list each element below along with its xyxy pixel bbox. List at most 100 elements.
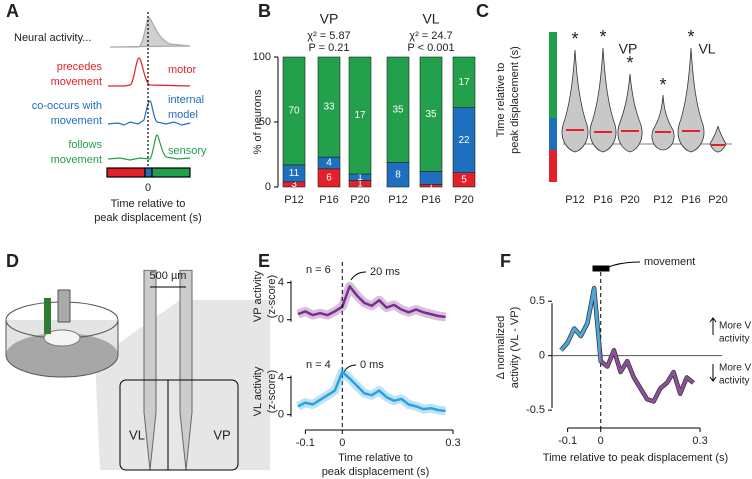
stim-bar — [106, 167, 146, 178]
arrow — [343, 364, 357, 373]
line-band — [296, 281, 447, 322]
medians — [566, 129, 725, 146]
y-axis-label: peak displacement (s) — [509, 46, 521, 154]
violin — [589, 47, 617, 153]
count-label: 3 — [291, 179, 297, 190]
bar-segment — [317, 56, 341, 158]
label: 20 ms — [370, 266, 400, 278]
x-tick-label: P12 — [388, 194, 408, 206]
x-tick-label: 0.3 — [445, 437, 460, 449]
violin — [651, 94, 675, 151]
y-axis-label: % of neurons — [252, 89, 264, 154]
label: VL — [129, 427, 145, 442]
bar-segment — [348, 56, 372, 175]
stim-bar — [151, 167, 191, 178]
line-outline — [559, 285, 695, 404]
count-label: 4 — [326, 158, 332, 169]
label: movement — [51, 154, 102, 166]
violin — [677, 47, 705, 153]
panel-label: B — [258, 1, 271, 21]
count-label: 6 — [326, 173, 332, 184]
y-tick-label: 0.5 — [530, 295, 545, 307]
motor-trace — [108, 57, 191, 87]
panel-label: E — [258, 251, 270, 271]
arrow — [605, 261, 641, 269]
count-label: 1 — [357, 172, 363, 183]
x-tick-label: P12 — [653, 194, 673, 206]
y-tick-label: 0 — [539, 350, 545, 362]
count-label: 35 — [392, 104, 404, 115]
arrows — [343, 261, 717, 382]
x-tick-label: -0.1 — [558, 435, 577, 447]
bar-segment — [282, 56, 306, 166]
line — [559, 286, 695, 403]
label: movement — [644, 256, 695, 268]
arrow — [350, 271, 367, 281]
internal-trace — [107, 100, 191, 126]
label: n = 6 — [306, 264, 331, 276]
stim-bar — [144, 167, 153, 178]
label: movement — [51, 76, 102, 88]
x-tick-label: P20 — [454, 194, 474, 206]
significance: * — [626, 53, 633, 73]
y-tick-label: 0 — [265, 181, 271, 193]
y-axis-label: VP activity — [252, 270, 264, 322]
violin — [709, 125, 727, 153]
region-box — [119, 379, 239, 471]
x-tick-label: P16 — [319, 194, 339, 206]
count-label: 33 — [323, 102, 335, 113]
count-label: 70 — [288, 106, 300, 117]
label: 0 ms — [360, 359, 384, 371]
arena-wall — [5, 320, 119, 378]
stat: P < 0.001 — [407, 42, 454, 54]
stat: χ² = 5.87 — [307, 30, 350, 42]
panel-label: F — [500, 251, 511, 271]
panel-label: C — [476, 1, 489, 21]
count-label: 5 — [461, 174, 467, 185]
group-label: VL — [698, 41, 715, 57]
y-tick-label: 4 — [278, 276, 284, 288]
y-tick-label: 4 — [278, 371, 284, 383]
label: 500 µm — [150, 270, 187, 282]
label: precedes — [57, 61, 103, 73]
y-tick-label: 50 — [259, 116, 271, 128]
bar-segment — [386, 56, 410, 163]
x-tick-label: P20 — [350, 194, 370, 206]
label: VP — [213, 427, 230, 442]
label: follows — [68, 139, 102, 151]
movement-bar — [592, 265, 610, 272]
label: sensory — [168, 145, 207, 157]
y-axis-label: VL activity — [252, 366, 264, 416]
label: activity — [719, 376, 750, 387]
significance: * — [687, 27, 694, 47]
x-tick-label: P20 — [708, 194, 728, 206]
label: More VP — [719, 363, 752, 374]
count-label: 11 — [289, 168, 300, 179]
label: More VL — [719, 321, 752, 332]
y-axis-label: Time relative to — [495, 63, 507, 138]
significance: * — [571, 29, 578, 49]
x-tick-label: 0 — [145, 182, 151, 194]
color-bar — [549, 32, 557, 118]
panel-d-drawing — [5, 269, 270, 471]
count-label: 35 — [425, 109, 437, 120]
panel-a-traces — [106, 12, 191, 178]
panel-label: D — [6, 251, 19, 271]
x-tick-label: -0.1 — [296, 437, 315, 449]
y-tick-label: 100 — [253, 51, 271, 63]
x-tick-label: P16 — [593, 194, 613, 206]
y-axis-label: (z-score) — [266, 275, 278, 318]
line-band — [295, 367, 447, 416]
x-tick-label: 0 — [339, 437, 345, 449]
mouse — [43, 329, 81, 347]
y-tick-label: 0 — [278, 409, 284, 421]
label: n = 4 — [306, 359, 331, 371]
probe — [143, 269, 157, 471]
count-label: 17 — [458, 77, 470, 88]
x-tick-label: P12 — [565, 194, 585, 206]
x-axis-label: peak displacement (s) — [94, 212, 202, 224]
label: co-occurs with — [32, 100, 102, 112]
x-tick-label: 0 — [598, 435, 604, 447]
probe — [179, 269, 193, 471]
